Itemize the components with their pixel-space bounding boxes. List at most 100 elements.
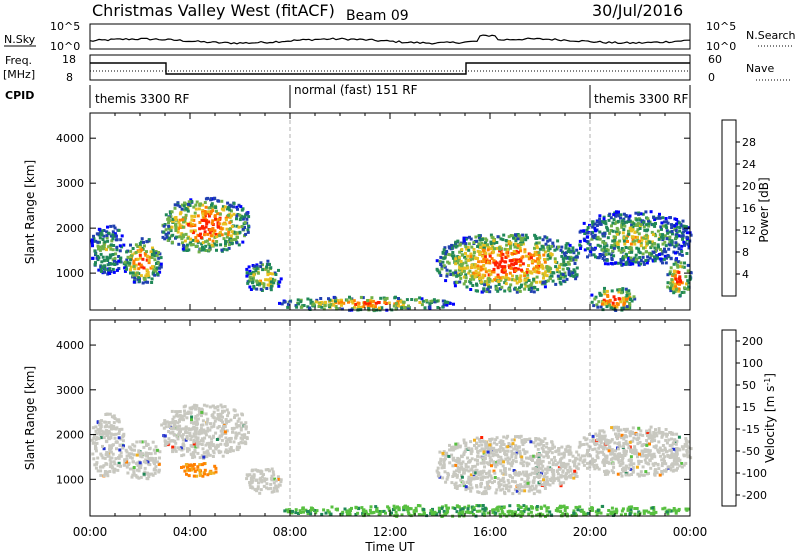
heatmap-cell [635, 433, 639, 437]
heatmap-cell [102, 244, 106, 248]
heatmap-cell [631, 235, 635, 239]
heatmap-cell [593, 443, 597, 447]
heatmap-cell [536, 265, 539, 269]
heatmap-cell [109, 460, 113, 464]
heatmap-cell [209, 443, 213, 447]
heatmap-cell [602, 435, 606, 439]
heatmap-cell [491, 481, 494, 485]
heatmap-cell [245, 267, 249, 271]
heatmap-cell [532, 441, 536, 445]
heatmap-cell [537, 453, 541, 456]
heatmap-cell [171, 417, 175, 421]
heatmap-cell [274, 273, 278, 276]
heatmap-cell [631, 432, 635, 436]
heatmap-cell [673, 452, 677, 456]
heatmap-cell [99, 465, 103, 469]
heatmap-cell [186, 236, 190, 240]
heatmap-cell [232, 230, 236, 234]
heatmap-cell [622, 466, 626, 470]
heatmap-cell [620, 262, 623, 266]
heatmap-cell [225, 441, 229, 445]
heatmap-cell [644, 250, 648, 254]
heatmap-cell [565, 449, 569, 453]
heatmap-cell [599, 293, 603, 297]
heatmap-cell [254, 269, 258, 273]
heatmap-cell [606, 228, 610, 232]
heatmap-cell [469, 440, 473, 444]
heatmap-cell [100, 454, 104, 458]
heatmap-cell [452, 271, 456, 275]
heatmap-cell [182, 465, 186, 469]
heatmap-cell [180, 435, 184, 439]
heatmap-cell [594, 432, 598, 436]
heatmap-cell [582, 229, 586, 233]
heatmap-cell [618, 239, 622, 243]
heatmap-cell [193, 455, 197, 459]
heatmap-cell [592, 248, 596, 251]
heatmap-cell [190, 453, 194, 457]
heatmap-cell [545, 442, 549, 445]
heatmap-cell [553, 459, 557, 463]
heatmap-cell [98, 423, 102, 427]
heatmap-cell [472, 251, 476, 254]
heatmap-cell [94, 466, 98, 470]
heatmap-cell [525, 450, 529, 454]
heatmap-cell [582, 443, 586, 446]
heatmap-cell [401, 300, 405, 304]
heatmap-cell [224, 242, 227, 246]
heatmap-cell [598, 291, 602, 295]
heatmap-cell [520, 455, 524, 459]
heatmap-cell [523, 480, 527, 484]
heatmap-cell [500, 259, 504, 263]
heatmap-cell [171, 233, 175, 237]
heatmap-cell [519, 285, 523, 289]
heatmap-cell [493, 247, 497, 251]
heatmap-cell [650, 244, 654, 248]
heatmap-cell [164, 213, 168, 217]
heatmap-cell [440, 466, 444, 470]
heatmap-cell [676, 280, 679, 284]
heatmap-cell [105, 236, 109, 240]
heatmap-cell [214, 431, 218, 435]
heatmap-cell [663, 240, 667, 244]
heatmap-cell [595, 303, 599, 307]
heatmap-cell [214, 217, 217, 221]
heatmap-cell [672, 459, 676, 463]
heatmap-cell [497, 459, 501, 463]
heatmap-cell [616, 243, 620, 247]
heatmap-cell [112, 414, 116, 418]
heatmap-cell [488, 278, 492, 281]
heatmap-cell [337, 301, 341, 305]
heatmap-cell [207, 441, 211, 445]
heatmap-cell [249, 288, 253, 291]
heatmap-cell [598, 429, 602, 433]
heatmap-cell [605, 258, 609, 262]
heatmap-cell [672, 262, 676, 266]
heatmap-cell [259, 265, 263, 269]
heatmap-cell [504, 282, 508, 286]
heatmap-cell [521, 464, 525, 468]
heatmap-cell [526, 476, 530, 480]
heatmap-cell [636, 228, 640, 232]
heatmap-cell [106, 474, 110, 478]
heatmap-cell [95, 441, 99, 445]
heatmap-cell [455, 475, 459, 479]
heatmap-cell [608, 446, 612, 450]
heatmap-cell [526, 236, 529, 240]
heatmap-cell [620, 453, 624, 457]
heatmap-cell [421, 299, 425, 303]
heatmap-cell [212, 451, 216, 455]
heatmap-cell [159, 262, 163, 266]
heatmap-cell [249, 272, 253, 275]
heatmap-cell [645, 261, 649, 265]
heatmap-cell [618, 455, 622, 459]
heatmap-cell [606, 472, 610, 476]
heatmap-cell [639, 454, 643, 458]
heatmap-cell [476, 471, 480, 475]
heatmap-cell [675, 263, 679, 267]
heatmap-cell [616, 472, 620, 476]
heatmap-cell [210, 425, 214, 429]
heatmap-cell [546, 455, 550, 459]
heatmap-cell [205, 239, 209, 243]
heatmap-cell [420, 303, 424, 307]
